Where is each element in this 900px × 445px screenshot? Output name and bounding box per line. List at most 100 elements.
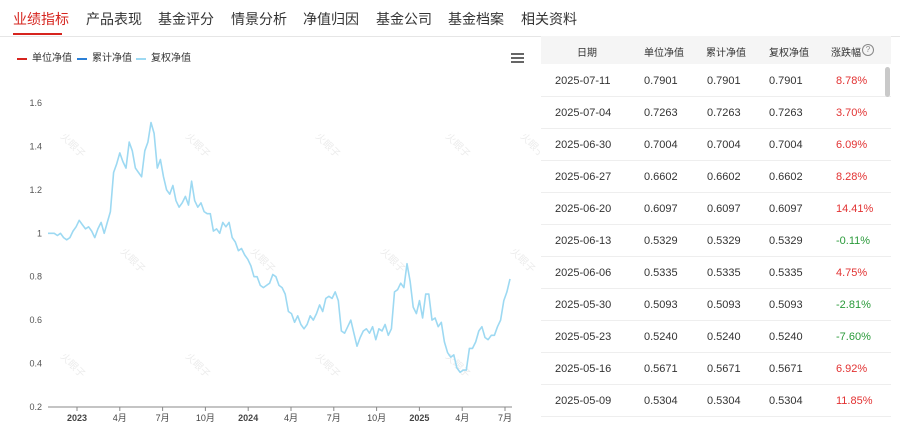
table-row[interactable]: 2025-07-11 0.7901 0.7901 0.7901 8.78% [541,65,891,97]
cell-date: 2025-05-09 [555,395,612,407]
cell-cumulative-nav: 0.5335 [707,267,741,279]
y-tick-label: 1 [37,228,42,238]
table-scrollbar[interactable] [885,67,890,97]
legend-label: 累计净值 [92,53,132,64]
watermark-text: 火眼子 [183,351,213,381]
cell-change: 8.28% [836,171,868,183]
column-header-cumulative-nav: 累计净值 [706,48,746,59]
cell-adjusted-nav: 0.5240 [769,331,803,343]
tab-fund-profile[interactable]: 基金档案 [448,11,504,27]
active-tab-indicator [13,33,62,35]
tab-fund-company[interactable]: 基金公司 [376,11,432,27]
y-tick-label: 0.2 [29,402,42,412]
cell-cumulative-nav: 0.7263 [707,107,741,119]
cell-cumulative-nav: 0.5671 [707,363,741,375]
watermark-text: 火眼子 [443,131,473,161]
cell-date: 2025-05-16 [555,363,612,375]
watermark-text: 火眼子 [313,351,343,381]
cell-unit-nav: 0.5335 [644,267,678,279]
legend-swatch [77,58,87,60]
watermark-text: 火眼子 [313,131,343,161]
cell-date: 2025-06-20 [555,203,612,215]
series-line-adjusted-nav [48,121,511,374]
x-tick-label: 10月 [367,413,386,423]
legend-swatch [17,58,27,60]
tab-fund-rating[interactable]: 基金评分 [158,11,214,27]
y-tick-label: 1.4 [29,141,42,151]
tab-related-docs[interactable]: 相关资料 [521,11,577,27]
table-row[interactable]: 2025-06-06 0.5335 0.5335 0.5335 4.75% [541,257,891,289]
cell-unit-nav: 0.6097 [644,203,678,215]
cell-unit-nav: 0.5240 [644,331,678,343]
hamburger-menu-icon[interactable] [511,53,525,65]
cell-adjusted-nav: 0.7901 [769,75,803,87]
cell-adjusted-nav: 0.7004 [769,139,803,151]
table-row[interactable]: 2025-06-13 0.5329 0.5329 0.5329 -0.11% [541,225,891,257]
cell-cumulative-nav: 0.6602 [707,171,741,183]
cell-date: 2025-06-30 [555,139,612,151]
cell-cumulative-nav: 0.5093 [707,299,741,311]
watermark-text: 火眼子 [518,131,540,161]
table-row[interactable]: 2025-06-30 0.7004 0.7004 0.7004 6.09% [541,129,891,161]
cell-cumulative-nav: 0.5329 [707,235,741,247]
cell-change: 6.09% [836,139,868,151]
nav-history-table: 日期 单位净值 累计净值 复权净值 涨跌幅 ? 2025-07-11 0.7901… [541,36,900,445]
legend-label: 复权净值 [151,53,191,64]
cell-unit-nav: 0.5329 [644,235,678,247]
cell-change: -2.81% [836,299,871,311]
cell-unit-nav: 0.7901 [644,75,678,87]
watermark-text: 火眼子 [58,351,88,381]
cell-cumulative-nav: 0.5240 [707,331,741,343]
table-row[interactable]: 2025-07-04 0.7263 0.7263 0.7263 3.70% [541,97,891,129]
cell-adjusted-nav: 0.5335 [769,267,803,279]
cell-date: 2025-07-04 [555,107,612,119]
cell-date: 2025-06-06 [555,267,612,279]
watermark-text: 火眼子 [183,131,213,161]
question-circle-icon[interactable]: ? [862,44,874,56]
nav-chart-panel: 火眼子 火眼子 火眼子 火眼子 火眼子 火眼子 火眼子 火眼子 火眼子 火眼子 火眼子 火眼子 火眼子 0… [0,37,540,445]
cell-adjusted-nav: 0.6602 [769,171,803,183]
y-tick-label: 0.6 [29,315,42,325]
cell-adjusted-nav: 0.5093 [769,299,803,311]
table-row[interactable]: 2025-06-20 0.6097 0.6097 0.6097 14.41% [541,193,891,225]
tab-performance[interactable]: 业绩指标 [13,11,69,27]
cell-change: 4.75% [836,267,868,279]
x-tick-label: 10月 [196,413,215,423]
column-header-adjusted-nav: 复权净值 [769,48,809,59]
cell-change: 11.85% [836,395,873,407]
watermark-text: 火眼子 [378,246,408,276]
table-row[interactable]: 2025-05-09 0.5304 0.5304 0.5304 11.85% [541,385,891,417]
table-row[interactable]: 2025-05-16 0.5671 0.5671 0.5671 6.92% [541,353,891,385]
tab-nav-attribution[interactable]: 净值归因 [303,11,359,27]
cell-date: 2025-05-23 [555,331,612,343]
x-tick-label: 2024 [238,413,258,423]
cell-date: 2025-06-13 [555,235,612,247]
cell-unit-nav: 0.7004 [644,139,678,151]
table-row[interactable]: 2025-05-23 0.5240 0.5240 0.5240 -7.60% [541,321,891,353]
y-tick-label: 1.6 [29,98,42,108]
x-tick-label: 2025 [409,413,429,423]
x-tick-label: 7月 [327,413,341,423]
cell-cumulative-nav: 0.5304 [707,395,741,407]
cell-change: 3.70% [836,107,868,119]
cell-unit-nav: 0.5304 [644,395,678,407]
cell-change: -0.11% [836,235,871,247]
cell-adjusted-nav: 0.7263 [769,107,803,119]
cell-date: 2025-05-30 [555,299,612,311]
y-tick-label: 0.4 [29,359,42,369]
y-tick-label: 0.8 [29,272,42,282]
cell-date: 2025-06-27 [555,171,612,183]
table-row[interactable]: 2025-05-30 0.5093 0.5093 0.5093 -2.81% [541,289,891,321]
cell-unit-nav: 0.5093 [644,299,678,311]
watermark-text: 火眼子 [508,246,538,276]
tab-scenario-analysis[interactable]: 情景分析 [231,11,287,27]
cell-change: 8.78% [836,75,868,87]
cell-unit-nav: 0.6602 [644,171,678,183]
cell-change: -7.60% [836,331,871,343]
x-tick-label: 2023 [67,413,87,423]
x-tick-label: 4月 [284,413,298,423]
table-row[interactable]: 2025-06-27 0.6602 0.6602 0.6602 8.28% [541,161,891,193]
tab-product-performance[interactable]: 产品表现 [86,11,142,27]
cell-adjusted-nav: 0.5329 [769,235,803,247]
